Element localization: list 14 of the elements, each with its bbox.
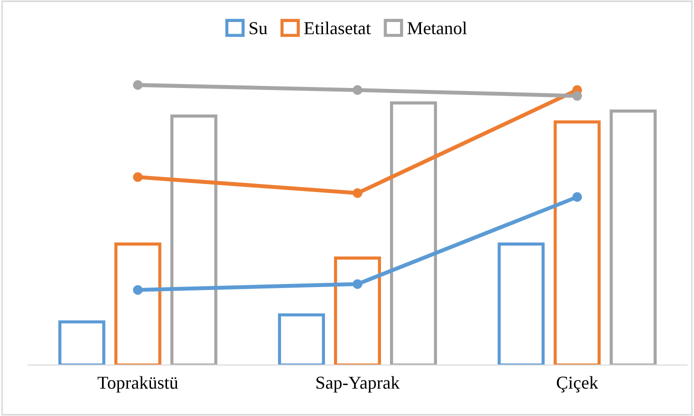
point (572, 192, 582, 202)
point (132, 285, 143, 295)
point (132, 172, 143, 182)
point (132, 80, 143, 90)
point (352, 85, 362, 95)
point (572, 91, 582, 101)
point (352, 188, 362, 198)
point (352, 279, 362, 289)
legend-label: Etilasetat (304, 22, 371, 34)
legend-label: Su (250, 22, 268, 34)
legend-label: Metanol (408, 22, 467, 34)
x-tick-label: Çiçek (556, 376, 598, 392)
x-tick-label: Sap-Yaprak (316, 376, 400, 392)
x-tick-label: Topraküstü (98, 376, 178, 392)
